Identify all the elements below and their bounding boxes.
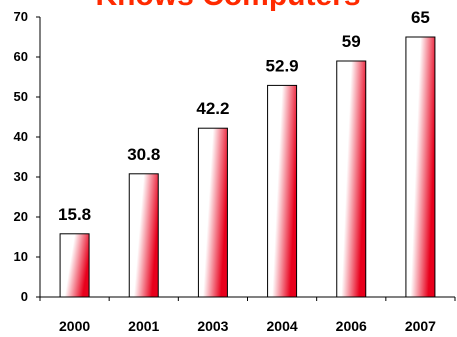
data-label-2004: 52.9: [266, 56, 299, 75]
bar-2000: [59, 233, 90, 298]
y-tick-label: 70: [14, 9, 28, 24]
y-tick-label: 30: [14, 169, 28, 184]
x-axis: 2000 2001 2003 2004 2006 2007: [39, 296, 456, 334]
chart-title: Knows Computers: [95, 0, 360, 12]
bar-2004: [267, 84, 298, 298]
y-tick-label: 20: [14, 209, 28, 224]
y-tick-label: 0: [21, 289, 28, 304]
data-labels-layer: 15.8 30.8 42.2 52.9 59 65: [58, 8, 430, 224]
x-tick-label-2000: 2000: [59, 318, 90, 334]
data-label-2000: 15.8: [58, 205, 91, 224]
y-tick-label: 10: [14, 249, 28, 264]
data-label-2003: 42.2: [196, 99, 229, 118]
x-tick-label-2001: 2001: [128, 318, 159, 334]
y-axis: 0 10 20 30 40 50 60 70: [14, 9, 41, 304]
y-tick-label: 50: [14, 89, 28, 104]
data-label-2001: 30.8: [127, 145, 160, 164]
x-tick-label-2004: 2004: [267, 318, 298, 334]
y-tick-label: 40: [14, 129, 28, 144]
bar-2007: [405, 36, 436, 298]
bar-2003: [197, 127, 228, 298]
y-tick-label: 60: [14, 49, 28, 64]
bar-2001: [128, 173, 159, 298]
x-tick-label-2007: 2007: [405, 318, 436, 334]
bars-layer: [59, 36, 436, 298]
x-tick-label-2006: 2006: [336, 318, 367, 334]
data-label-2006: 59: [342, 32, 361, 51]
x-tick-label-2003: 2003: [197, 318, 228, 334]
bar-2006: [336, 60, 367, 298]
data-label-2007: 65: [411, 8, 430, 27]
